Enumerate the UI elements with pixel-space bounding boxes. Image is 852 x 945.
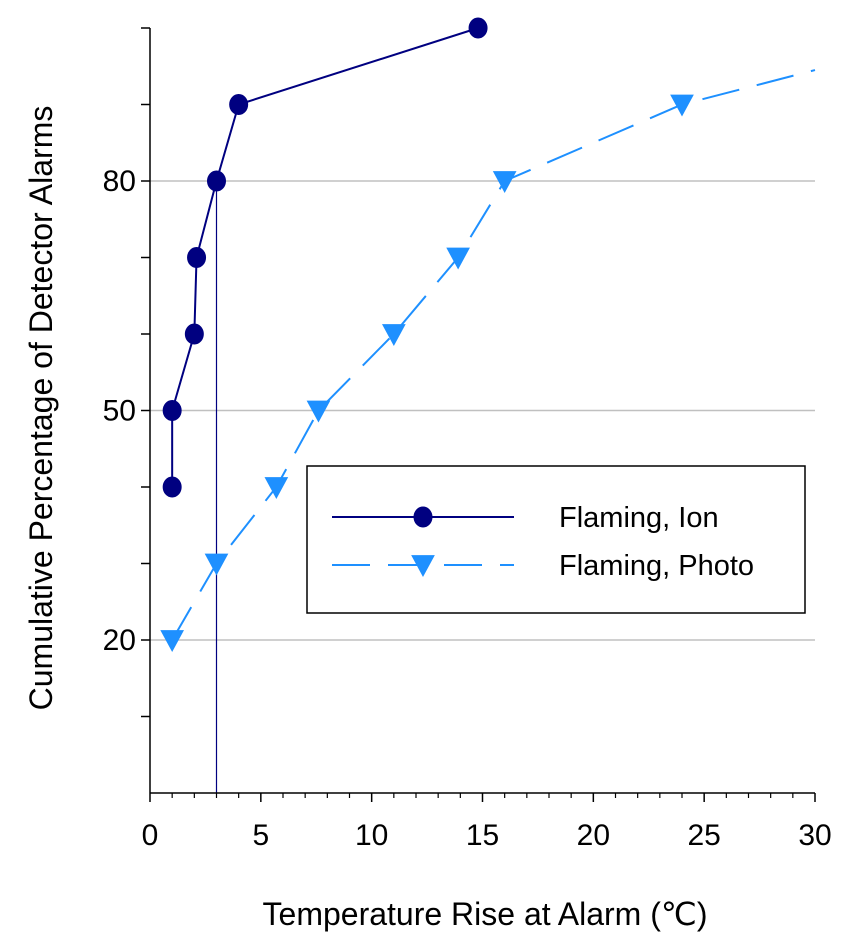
legend-entry-photo: Flaming, Photo	[332, 550, 754, 582]
data-point	[204, 553, 229, 576]
y-tick-label: 80	[103, 165, 136, 198]
y-tick-label: 50	[103, 395, 136, 428]
series-flaming-ion	[162, 17, 488, 498]
x-tick-label: 0	[142, 819, 159, 852]
x-tick-label: 30	[798, 819, 831, 852]
legend-box	[306, 465, 806, 614]
x-tick-label: 10	[355, 819, 388, 852]
x-tick-label: 25	[687, 819, 720, 852]
data-point	[670, 94, 694, 117]
series-line	[171, 69, 816, 641]
data-point	[381, 324, 406, 347]
data-point	[184, 323, 204, 345]
y-axis-title: Cumulative Percentage of Detector Alarms	[23, 106, 59, 711]
data-point	[207, 170, 226, 192]
axes: 20 50 80 0 5 10 15 20 25 30	[103, 27, 832, 852]
data-point	[264, 477, 289, 500]
data-point	[162, 476, 182, 498]
data-point	[306, 400, 331, 423]
x-tick-label: 20	[577, 819, 610, 852]
series-flaming-photo	[160, 69, 816, 653]
legend-marker	[413, 506, 433, 528]
gridlines	[150, 180, 815, 641]
x-axis-title: Temperature Rise at Alarm (℃)	[263, 896, 708, 932]
data-point	[468, 17, 488, 39]
series-line	[171, 27, 479, 487]
x-tick-label: 5	[252, 819, 269, 852]
legend: Flaming, Ion Flaming, Photo	[306, 465, 806, 614]
x-tick-label: 15	[466, 819, 499, 852]
data-point	[187, 247, 207, 268]
legend-label: Flaming, Ion	[559, 502, 719, 534]
data-point	[160, 630, 185, 653]
legend-entry-ion: Flaming, Ion	[332, 502, 719, 534]
data-point	[446, 247, 470, 270]
legend-label: Flaming, Photo	[559, 550, 754, 582]
data-point	[229, 94, 249, 115]
legend-marker	[411, 555, 435, 578]
series	[160, 17, 816, 653]
data-point	[162, 400, 182, 421]
data-point	[492, 171, 517, 194]
y-tick-label: 20	[103, 624, 136, 657]
